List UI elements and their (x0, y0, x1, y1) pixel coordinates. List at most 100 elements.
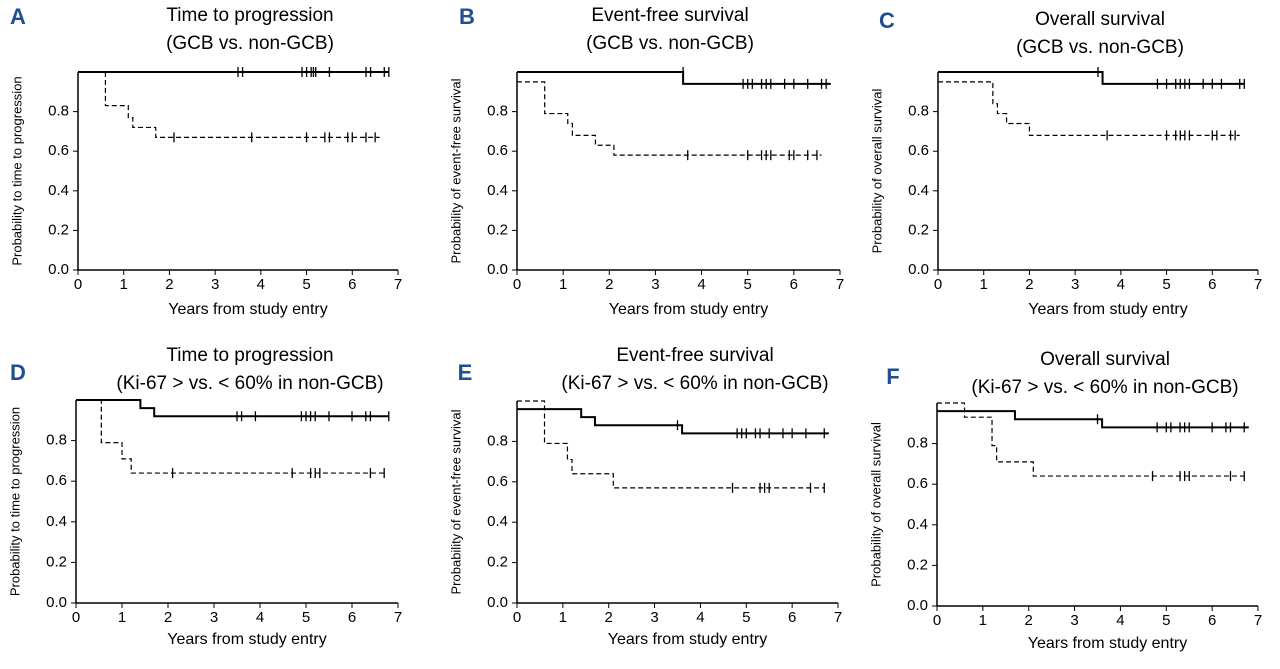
chart-subtitle: (GCB vs. non-GCB) (1016, 37, 1184, 58)
y-tick-label: 0.0 (46, 594, 67, 611)
x-tick-label: 6 (788, 609, 796, 626)
survival-curve (937, 402, 1245, 477)
x-tick-label: 6 (348, 609, 356, 626)
survival-curve (76, 399, 389, 418)
x-tick-label: 3 (650, 609, 658, 626)
x-axis-label: Years from study entry (168, 301, 327, 318)
y-tick-label: 0.8 (908, 103, 929, 120)
x-tick-label: 7 (1254, 612, 1262, 629)
x-tick-label: 7 (394, 609, 402, 626)
y-tick-label: 0.4 (46, 513, 67, 530)
y-tick-label: 0.2 (46, 553, 67, 570)
y-tick-label: 0.4 (908, 182, 929, 199)
x-tick-label: 6 (790, 276, 798, 293)
x-tick-label: 2 (1025, 276, 1033, 293)
x-tick-label: 4 (256, 609, 264, 626)
x-tick-label: 0 (513, 609, 521, 626)
survival-curve (517, 408, 829, 435)
x-tick-label: 5 (1162, 276, 1170, 293)
x-tick-label: 4 (1117, 276, 1125, 293)
y-tick-label: 0.2 (487, 554, 508, 571)
x-tick-label: 0 (513, 276, 521, 293)
x-tick-label: 3 (210, 609, 218, 626)
x-tick-label: 4 (257, 276, 265, 293)
chart-title: Event-free survival (616, 345, 773, 366)
y-tick-label: 0.4 (907, 516, 928, 533)
y-tick-label: 0.0 (487, 594, 508, 611)
x-tick-label: 4 (696, 609, 704, 626)
x-tick-label: 5 (744, 276, 752, 293)
x-tick-label: 5 (302, 276, 310, 293)
y-tick-label: 0.2 (908, 221, 929, 238)
y-tick-label: 0.0 (48, 261, 69, 278)
y-tick-label: 0.6 (48, 142, 69, 159)
chart-subtitle: (Ki-67 > vs. < 60% in non-GCB) (971, 377, 1238, 398)
x-tick-label: 1 (559, 609, 567, 626)
survival-curve (938, 81, 1240, 136)
survival-curve (76, 399, 385, 474)
y-tick-label: 0.8 (487, 103, 508, 120)
chart-subtitle: (GCB vs. non-GCB) (166, 33, 334, 54)
x-tick-label: 2 (605, 276, 613, 293)
x-tick-label: 5 (1162, 612, 1170, 629)
y-tick-label: 0.0 (487, 261, 508, 278)
chart-title: Overall survival (1035, 9, 1165, 30)
y-tick-label: 0.6 (908, 142, 929, 159)
survival-curve (938, 71, 1245, 85)
chart-subtitle: (Ki-67 > vs. < 60% in non-GCB) (561, 373, 828, 394)
x-tick-label: 2 (164, 609, 172, 626)
x-tick-label: 3 (1071, 276, 1079, 293)
y-axis-label: Probability of event-free survival (448, 78, 463, 263)
x-tick-label: 4 (697, 276, 705, 293)
survival-curve (937, 410, 1249, 429)
chart-title: Time to progression (166, 5, 333, 26)
survival-curve (517, 71, 831, 85)
y-tick-label: 0.2 (487, 221, 508, 238)
x-tick-label: 3 (211, 276, 219, 293)
chart-title: Time to progression (166, 345, 333, 366)
panel-letter: A (10, 4, 26, 29)
x-axis-label: Years from study entry (608, 631, 767, 648)
panel-letter: B (459, 4, 475, 29)
x-tick-label: 7 (1254, 276, 1262, 293)
x-tick-label: 1 (559, 276, 567, 293)
survival-curve (104, 72, 380, 138)
survival-curve (517, 400, 825, 489)
y-tick-label: 0.0 (908, 261, 929, 278)
x-tick-label: 1 (980, 276, 988, 293)
x-tick-label: 0 (934, 276, 942, 293)
chart-title: Overall survival (1040, 349, 1170, 370)
x-tick-label: 2 (605, 609, 613, 626)
x-tick-label: 7 (836, 276, 844, 293)
y-tick-label: 0.6 (46, 472, 67, 489)
x-tick-label: 1 (118, 609, 126, 626)
x-axis-label: Years from study entry (609, 301, 768, 318)
chart-title: Event-free survival (591, 5, 748, 26)
y-tick-label: 0.6 (487, 473, 508, 490)
chart-subtitle: (Ki-67 > vs. < 60% in non-GCB) (116, 373, 383, 394)
y-tick-label: 0.8 (46, 432, 67, 449)
x-tick-label: 6 (348, 276, 356, 293)
x-axis-label: Years from study entry (167, 631, 326, 648)
x-tick-label: 4 (1116, 612, 1124, 629)
y-tick-label: 0.2 (48, 221, 69, 238)
x-tick-label: 0 (933, 612, 941, 629)
y-tick-label: 0.0 (907, 597, 928, 614)
panel-letter: C (879, 8, 895, 33)
x-tick-label: 3 (651, 276, 659, 293)
x-tick-label: 0 (74, 276, 82, 293)
x-axis-label: Years from study entry (1028, 301, 1187, 318)
y-axis-label: Probability of overall survival (869, 89, 884, 254)
panel-letter: E (458, 360, 473, 385)
x-tick-label: 5 (302, 609, 310, 626)
x-tick-label: 6 (1208, 612, 1216, 629)
x-axis-label: Years from study entry (1028, 635, 1187, 652)
y-tick-label: 0.8 (907, 435, 928, 452)
x-tick-label: 3 (1070, 612, 1078, 629)
x-tick-label: 0 (72, 609, 80, 626)
chart-subtitle: (GCB vs. non-GCB) (586, 33, 754, 54)
y-tick-label: 0.4 (48, 182, 69, 199)
x-tick-label: 7 (394, 276, 402, 293)
x-tick-label: 2 (1025, 612, 1033, 629)
